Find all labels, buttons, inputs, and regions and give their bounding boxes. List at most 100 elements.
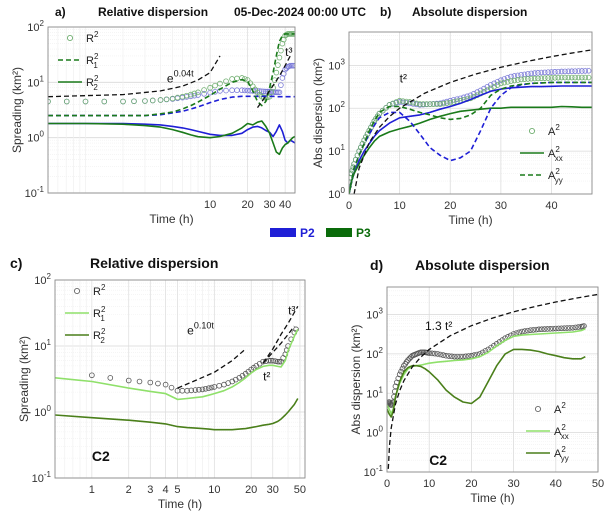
data-point	[142, 98, 148, 104]
data-point	[568, 68, 575, 75]
x-tick-label: 30	[495, 200, 507, 212]
data-point	[531, 70, 538, 76]
data-point	[276, 54, 283, 61]
legend-label: R2 1	[86, 52, 99, 70]
annotation: e0.04t	[167, 68, 194, 85]
data-point	[440, 352, 447, 358]
data-point	[562, 74, 568, 81]
panel-b-label: b)	[380, 5, 391, 19]
series-r	[55, 398, 299, 431]
data-point	[538, 326, 545, 333]
x-tick-label: 0	[346, 200, 352, 212]
data-point	[437, 351, 444, 358]
x-axis-label: Time (h)	[470, 491, 514, 505]
data-point	[413, 100, 420, 107]
legend-marker	[528, 127, 536, 135]
data-point	[501, 79, 508, 86]
data-point	[450, 97, 457, 103]
dataset-tag: C2	[429, 452, 447, 468]
data-point	[487, 82, 494, 88]
data-point	[217, 80, 223, 87]
x-tick-label: 40	[279, 199, 291, 211]
data-point	[223, 78, 229, 85]
data-point	[406, 355, 413, 362]
data-point	[446, 353, 452, 359]
data-point	[494, 78, 501, 85]
y-tick-label: 10-1	[25, 185, 45, 200]
data-point	[582, 68, 589, 74]
data-point	[136, 378, 143, 385]
data-point	[201, 91, 207, 97]
y-tick-label: 101	[27, 74, 44, 89]
data-point	[163, 96, 170, 103]
data-point	[572, 74, 578, 81]
data-point	[266, 357, 272, 364]
legend-label: R2 1	[93, 305, 106, 323]
y-tick-label: 101	[34, 338, 51, 353]
data-point	[552, 74, 558, 81]
data-point	[558, 325, 565, 332]
legend-label: A2 yy	[554, 445, 569, 463]
data-point	[275, 89, 281, 96]
data-point	[561, 325, 568, 331]
data-point	[191, 92, 198, 99]
plot-area	[55, 280, 305, 478]
y-tick-label: 103	[366, 307, 383, 322]
y-axis-label: Abs dispersion (km²)	[349, 324, 363, 434]
data-point	[183, 92, 190, 99]
y-tick-label: 100	[34, 404, 51, 419]
data-point	[565, 74, 572, 81]
annotation: t³	[285, 45, 292, 59]
data-point	[147, 379, 154, 386]
data-point	[564, 325, 570, 331]
x-axis-label: Time (h)	[448, 213, 492, 227]
series-a-yy	[387, 348, 586, 418]
data-point	[391, 393, 397, 400]
panel-d-label: d)	[370, 257, 383, 273]
data-point	[504, 79, 511, 85]
series-t	[262, 325, 295, 364]
data-point	[291, 62, 295, 69]
x-tick-label: 50	[592, 478, 604, 490]
legend: A2 A2 xx A2 yy	[520, 123, 563, 185]
x-tick-label: 30	[263, 199, 275, 211]
data-point	[575, 324, 582, 330]
data-point	[269, 357, 276, 364]
legend-label: R2	[93, 283, 106, 298]
series-a-xx-p3	[349, 105, 592, 194]
data-point	[550, 325, 556, 332]
legend-marker	[66, 34, 74, 42]
panel-a-label: a)	[55, 5, 66, 19]
data-point	[491, 83, 497, 90]
panel-b: 100 101 102 103 0 10 20 30 40 Time (h) Abs dispers…	[311, 31, 593, 227]
data-point	[101, 98, 108, 105]
data-point	[241, 87, 248, 94]
plot-frame	[47, 26, 296, 194]
data-point	[191, 90, 198, 97]
y-tick-label: 101	[366, 385, 383, 400]
data-point	[536, 326, 542, 333]
data-point	[579, 68, 585, 74]
series-a-yy-p3	[349, 81, 592, 194]
data-point	[548, 75, 555, 81]
data-point	[538, 75, 545, 82]
data-point	[585, 74, 592, 81]
x-tick-label: 20	[245, 484, 257, 496]
panel-d-title: Absolute dispersion	[415, 257, 550, 273]
x-tick-label: 0	[384, 478, 390, 490]
data-point	[376, 110, 383, 117]
y-tick-label: 102	[328, 100, 345, 115]
annotation: e0.10t	[187, 320, 214, 337]
data-point	[524, 327, 531, 334]
data-point	[188, 93, 194, 100]
x-tick-label: 40	[545, 200, 557, 212]
data-point	[565, 68, 572, 75]
data-point	[519, 328, 525, 335]
data-point	[562, 68, 568, 75]
x-tick-label: 10	[423, 478, 435, 490]
data-point	[494, 82, 501, 88]
x-tick-label: 20	[444, 200, 456, 212]
annotation: t²	[400, 71, 407, 85]
data-point	[278, 47, 284, 54]
